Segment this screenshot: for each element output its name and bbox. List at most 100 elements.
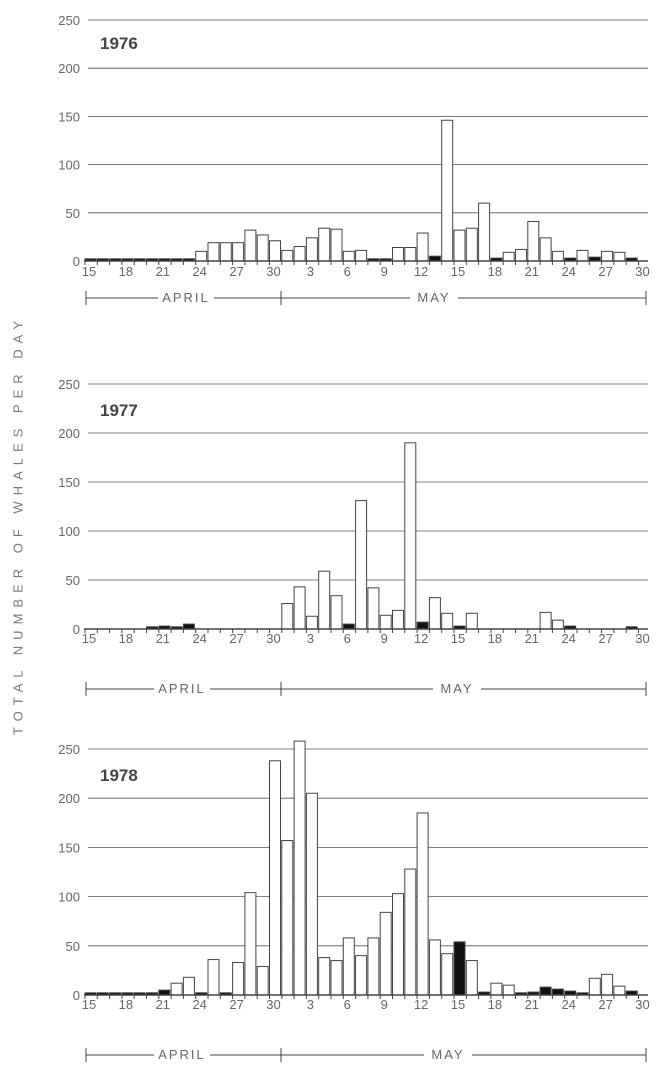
bar bbox=[576, 249, 589, 262]
x-tick-label: 15 bbox=[451, 631, 465, 646]
bar bbox=[502, 984, 515, 996]
bar bbox=[465, 612, 478, 630]
filled-bar bbox=[551, 988, 564, 996]
bar bbox=[453, 229, 466, 262]
x-tick-label: 24 bbox=[561, 997, 575, 1012]
month-label-may-1976: MAY bbox=[417, 290, 450, 305]
x-axis-1978 bbox=[84, 994, 648, 999]
bar bbox=[305, 792, 318, 996]
bar bbox=[601, 250, 614, 262]
y-tick-label: 100 bbox=[58, 890, 80, 905]
bar bbox=[367, 937, 380, 996]
bar bbox=[428, 939, 441, 996]
x-tick-label: 15 bbox=[82, 997, 96, 1012]
x-tick-label: 24 bbox=[561, 264, 575, 279]
bar bbox=[355, 249, 368, 262]
bar bbox=[330, 228, 343, 262]
bar bbox=[293, 246, 306, 262]
x-tick-label: 21 bbox=[525, 264, 539, 279]
y-tick-labels-1978: 0 50 100 150 200 250 bbox=[58, 742, 80, 1003]
bar bbox=[293, 586, 306, 630]
bar bbox=[379, 614, 392, 630]
bar bbox=[256, 234, 269, 262]
month-bracket-1978: APRIL MAY bbox=[85, 1047, 647, 1062]
y-tick-label: 0 bbox=[73, 254, 80, 269]
y-axis-title: TOTAL NUMBER OF WHALES PER DAY bbox=[10, 314, 26, 736]
bars-1978 bbox=[84, 740, 638, 996]
filled-bar bbox=[158, 989, 171, 996]
y-tick-label: 200 bbox=[58, 61, 80, 76]
bar bbox=[330, 960, 343, 996]
x-tick-labels-1978: 15 18 21 24 27 30 3 6 9 12 15 18 21 24 27 30 bbox=[82, 997, 650, 1012]
x-tick-label: 30 bbox=[266, 631, 280, 646]
x-tick-label: 18 bbox=[119, 997, 133, 1012]
bar bbox=[244, 229, 257, 262]
filled-bar bbox=[453, 941, 466, 996]
x-tick-label: 21 bbox=[156, 631, 170, 646]
x-tick-label: 21 bbox=[156, 997, 170, 1012]
bar bbox=[182, 976, 195, 996]
bar bbox=[293, 740, 306, 996]
x-tick-label: 12 bbox=[414, 631, 428, 646]
bars-1977 bbox=[146, 442, 638, 630]
gridlines-1976 bbox=[88, 19, 648, 214]
y-tick-label: 0 bbox=[73, 988, 80, 1003]
bar bbox=[318, 227, 331, 262]
x-tick-label: 27 bbox=[598, 264, 612, 279]
bar bbox=[539, 611, 552, 630]
x-tick-label: 15 bbox=[82, 631, 96, 646]
gridlines-1978 bbox=[88, 748, 648, 947]
y-tick-label: 250 bbox=[58, 742, 80, 757]
bar bbox=[490, 982, 503, 996]
y-tick-label: 0 bbox=[73, 622, 80, 637]
bar bbox=[441, 612, 454, 630]
bar bbox=[379, 911, 392, 996]
bar bbox=[527, 220, 540, 262]
x-tick-label: 27 bbox=[598, 631, 612, 646]
bar bbox=[515, 248, 527, 262]
bar bbox=[601, 973, 614, 996]
bar bbox=[478, 202, 491, 262]
x-tick-label: 3 bbox=[307, 631, 314, 646]
bar bbox=[392, 893, 404, 996]
bar bbox=[305, 237, 318, 262]
filled-bar bbox=[416, 621, 429, 630]
bar bbox=[281, 249, 294, 262]
bar bbox=[613, 251, 626, 262]
x-tick-label: 3 bbox=[307, 264, 314, 279]
gridlines-1977 bbox=[88, 383, 648, 581]
x-tick-label: 27 bbox=[229, 631, 243, 646]
month-label-april-1977: APRIL bbox=[158, 681, 206, 696]
y-tick-label: 100 bbox=[58, 524, 80, 539]
y-tick-label: 200 bbox=[58, 426, 80, 441]
x-tick-label: 6 bbox=[344, 264, 351, 279]
bar bbox=[404, 247, 417, 262]
bar bbox=[232, 962, 245, 996]
bar bbox=[330, 595, 343, 630]
bar bbox=[441, 953, 454, 996]
bar bbox=[318, 570, 331, 630]
x-tick-label: 6 bbox=[344, 631, 351, 646]
bar bbox=[465, 960, 478, 996]
bar bbox=[355, 955, 368, 996]
x-tick-label: 24 bbox=[192, 631, 206, 646]
month-label-april-1976: APRIL bbox=[162, 290, 210, 305]
bar bbox=[502, 251, 515, 262]
y-tick-label: 250 bbox=[58, 377, 80, 392]
y-tick-label: 50 bbox=[66, 206, 80, 221]
bar bbox=[441, 119, 454, 262]
x-tick-labels-1976: 15 18 21 24 27 30 3 6 9 12 15 18 21 24 27 30 bbox=[82, 264, 650, 279]
x-tick-label: 15 bbox=[451, 264, 465, 279]
panel-title-1978: 1978 bbox=[100, 766, 138, 785]
y-tick-label: 200 bbox=[58, 791, 80, 806]
x-tick-label: 30 bbox=[266, 997, 280, 1012]
y-tick-label: 150 bbox=[58, 475, 80, 490]
x-tick-label: 24 bbox=[192, 264, 206, 279]
bar bbox=[355, 500, 368, 630]
x-tick-label: 24 bbox=[192, 997, 206, 1012]
bar bbox=[219, 242, 232, 262]
panel-title-1977: 1977 bbox=[100, 401, 138, 420]
